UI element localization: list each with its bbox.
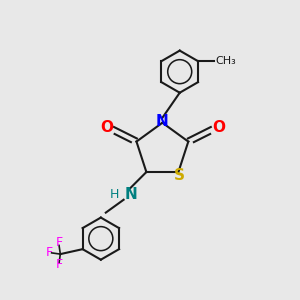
Text: F: F: [56, 257, 63, 271]
Text: S: S: [174, 168, 185, 183]
Text: F: F: [46, 246, 53, 260]
Text: CH₃: CH₃: [215, 56, 236, 66]
Text: F: F: [56, 236, 63, 250]
Text: O: O: [212, 121, 225, 136]
Text: O: O: [100, 121, 113, 136]
Text: N: N: [125, 187, 138, 202]
Text: H: H: [110, 188, 119, 201]
Text: N: N: [156, 114, 169, 129]
